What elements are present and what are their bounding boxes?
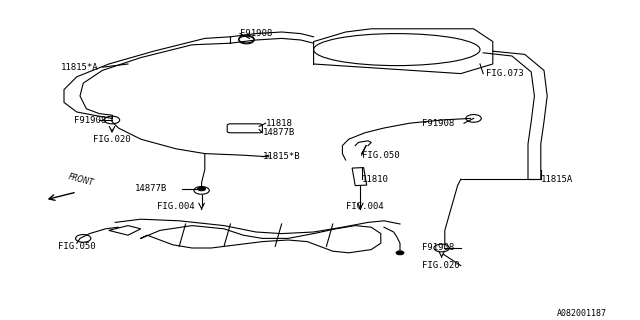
Text: FIG.004: FIG.004: [157, 202, 195, 211]
Text: F91908: F91908: [422, 119, 454, 128]
Polygon shape: [314, 29, 493, 74]
Ellipse shape: [314, 34, 480, 66]
Circle shape: [396, 251, 404, 255]
Text: 14877B: 14877B: [134, 184, 166, 193]
Text: FRONT: FRONT: [67, 172, 95, 187]
Text: FIG.050: FIG.050: [58, 242, 95, 251]
Text: FIG.020: FIG.020: [93, 135, 131, 144]
Text: FIG.073: FIG.073: [486, 69, 524, 78]
Polygon shape: [109, 226, 141, 235]
Text: FIG.050: FIG.050: [362, 151, 399, 160]
Polygon shape: [141, 226, 381, 253]
Text: F91908: F91908: [422, 244, 454, 252]
Text: 11815*B: 11815*B: [262, 152, 300, 161]
Text: 11815A: 11815A: [541, 175, 573, 184]
Circle shape: [236, 128, 244, 132]
Text: A082001187: A082001187: [557, 309, 607, 318]
Text: 11810: 11810: [362, 175, 388, 184]
Text: F91908: F91908: [240, 29, 272, 38]
Bar: [352, 168, 367, 186]
Text: 11818: 11818: [266, 119, 292, 128]
Text: 11815*A: 11815*A: [61, 63, 99, 72]
FancyBboxPatch shape: [227, 124, 262, 133]
Text: 14877B: 14877B: [262, 128, 294, 137]
Text: F91908: F91908: [74, 116, 106, 124]
Text: FIG.004: FIG.004: [346, 202, 383, 211]
Circle shape: [198, 187, 205, 191]
Text: FIG.020: FIG.020: [422, 261, 460, 270]
